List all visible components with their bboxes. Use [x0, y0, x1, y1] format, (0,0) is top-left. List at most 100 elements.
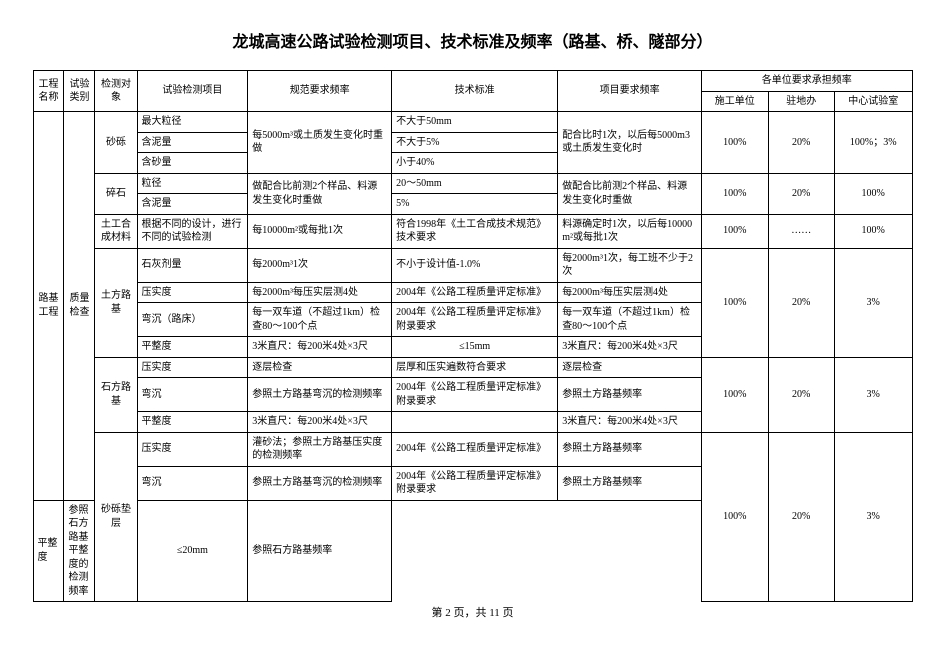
cell-req: 每一双车道（不超过1km）检查80～100个点 [558, 303, 702, 337]
object-sand-cushion: 砂砾垫层 [95, 432, 137, 602]
cell-item: 最大粒径 [137, 112, 248, 133]
cell-spec: 参照土方路基弯沉的检测频率 [248, 378, 392, 412]
cell-req: 做配合比前测2个样品、料源发生变化时重做 [558, 173, 702, 214]
cell-spec: 每10000m²或每批1次 [248, 214, 392, 248]
object-geo: 土工合成材料 [95, 214, 137, 248]
object-stone-sub: 石方路基 [95, 357, 137, 432]
table-row: 土方路基 石灰剂量 每2000m³1次 不小于设计值-1.0% 每2000m³1… [33, 248, 912, 282]
cell-std: 不大于5% [392, 132, 558, 153]
cell-req: 料源确定时1次，以后每10000m²或每批1次 [558, 214, 702, 248]
cell-u1: 100% [702, 112, 768, 174]
cell-req: 参照土方路基频率 [558, 466, 702, 500]
table-header: 工程名称 试验类别 检测对象 试验检测项目 规范要求频率 技术标准 项目要求频率… [33, 71, 912, 112]
cell-u2: 20% [768, 357, 834, 432]
page-title: 龙城高速公路试验检测项目、技术标准及频率（路基、桥、隧部分） [0, 28, 945, 52]
cell-item: 弯沉（路床） [137, 303, 248, 337]
cell-std: 2004年《公路工程质量评定标准》 [392, 432, 558, 466]
header-unit-c: 中心试验室 [834, 91, 912, 112]
cell-item: 含砂量 [137, 153, 248, 174]
table-row: 路基工程 质量检查 砂砾 最大粒径 每5000m³或土质发生变化时重做 不大于5… [33, 112, 912, 133]
cell-req: 每2000m³每压实层测4处 [558, 282, 702, 303]
cell-std: 20～50mm [392, 173, 558, 194]
cell-spec: 每2000m³每压实层测4处 [248, 282, 392, 303]
cell-spec: 逐层检查 [248, 357, 392, 378]
cell-item: 压实度 [137, 432, 248, 466]
cell-spec: 3米直尺：每200米4处×3尺 [248, 337, 392, 358]
cell-u3: 100% [834, 214, 912, 248]
table-row: 土工合成材料 根据不同的设计，进行不同的试验检测 每10000m²或每批1次 符… [33, 214, 912, 248]
category-name-cell: 质量检查 [64, 112, 95, 501]
cell-u2: 20% [768, 248, 834, 357]
cell-std: ≤15mm [392, 337, 558, 358]
cell-u2: 20% [768, 173, 834, 214]
header-item: 试验检测项目 [137, 71, 248, 112]
header-category: 试验类别 [64, 71, 95, 112]
object-sand: 砂砾 [95, 112, 137, 174]
cell-req: 配合比时1次，以后每5000m3或土质发生变化时 [558, 112, 702, 174]
cell-u3: 3% [834, 432, 912, 602]
cell-u3: 3% [834, 248, 912, 357]
header-tech-std: 技术标准 [392, 71, 558, 112]
cell-item: 弯沉 [137, 378, 248, 412]
cell-item: 压实度 [137, 357, 248, 378]
cell-spec: 每2000m³1次 [248, 248, 392, 282]
cell-std: 层厚和压实遍数符合要求 [392, 357, 558, 378]
cell-item: 压实度 [137, 282, 248, 303]
document-page: 龙城高速公路试验检测项目、技术标准及频率（路基、桥、隧部分） 工程名称 试验类别… [0, 0, 945, 668]
object-earth-sub: 土方路基 [95, 248, 137, 357]
cell-item: 石灰剂量 [137, 248, 248, 282]
cell-u3: 3% [834, 357, 912, 432]
cell-std: 2004年《公路工程质量评定标准》 [392, 282, 558, 303]
cell-std [392, 412, 558, 433]
cell-std: 2004年《公路工程质量评定标准》附录要求 [392, 378, 558, 412]
inspection-table: 工程名称 试验类别 检测对象 试验检测项目 规范要求频率 技术标准 项目要求频率… [33, 70, 913, 602]
header-req-freq: 项目要求频率 [558, 71, 702, 112]
header-unit-b: 驻地办 [768, 91, 834, 112]
cell-u1: 100% [702, 357, 768, 432]
cell-u3: 100%；3% [834, 112, 912, 174]
cell-req: 每2000m³1次，每工班不少于2次 [558, 248, 702, 282]
cell-std: ≤20mm [137, 500, 248, 602]
table-row: 砂砾垫层 压实度 灌砂法；参照土方路基压实度的检测频率 2004年《公路工程质量… [33, 432, 912, 466]
table-row: 石方路基 压实度 逐层检查 层厚和压实遍数符合要求 逐层检查 100% 20% … [33, 357, 912, 378]
cell-u1: 100% [702, 248, 768, 357]
cell-spec: 每5000m³或土质发生变化时重做 [248, 112, 392, 174]
project-name-cell: 路基工程 [33, 112, 64, 501]
cell-item: 弯沉 [137, 466, 248, 500]
cell-std: 符合1998年《土工合成技术规范》技术要求 [392, 214, 558, 248]
cell-std: 小于40% [392, 153, 558, 174]
cell-std: 不大于50mm [392, 112, 558, 133]
cell-item: 平整度 [137, 337, 248, 358]
cell-std: 2004年《公路工程质量评定标准》附录要求 [392, 303, 558, 337]
cell-u1: 100% [702, 214, 768, 248]
cell-u2: 20% [768, 112, 834, 174]
cell-item: 粒径 [137, 173, 248, 194]
cell-u2: …… [768, 214, 834, 248]
cell-std: 不小于设计值-1.0% [392, 248, 558, 282]
header-unit-group: 各单位要求承担频率 [702, 71, 912, 92]
cell-spec: 3米直尺：每200米4处×3尺 [248, 412, 392, 433]
cell-item: 含泥量 [137, 132, 248, 153]
cell-spec: 灌砂法；参照土方路基压实度的检测频率 [248, 432, 392, 466]
header-object: 检测对象 [95, 71, 137, 112]
table-row: 碎石 粒径 做配合比前测2个样品、料源发生变化时重做 20～50mm 做配合比前… [33, 173, 912, 194]
cell-item: 平整度 [33, 500, 64, 602]
cell-item: 含泥量 [137, 194, 248, 215]
cell-req: 参照石方路基频率 [248, 500, 392, 602]
cell-req: 逐层检查 [558, 357, 702, 378]
cell-req: 参照土方路基频率 [558, 432, 702, 466]
page-footer: 第 2 页，共 11 页 [0, 604, 945, 620]
cell-spec: 参照石方路基平整度的检测频率 [64, 500, 95, 602]
cell-std: 2004年《公路工程质量评定标准》附录要求 [392, 466, 558, 500]
cell-u1: 100% [702, 173, 768, 214]
cell-u2: 20% [768, 432, 834, 602]
cell-u3: 100% [834, 173, 912, 214]
object-gravel: 碎石 [95, 173, 137, 214]
cell-req: 3米直尺：每200米4处×3尺 [558, 412, 702, 433]
header-project: 工程名称 [33, 71, 64, 112]
cell-spec: 每一双车道（不超过1km）检查80～100个点 [248, 303, 392, 337]
cell-spec: 做配合比前测2个样品、料源发生变化时重做 [248, 173, 392, 214]
cell-std: 5% [392, 194, 558, 215]
table-body: 路基工程 质量检查 砂砾 最大粒径 每5000m³或土质发生变化时重做 不大于5… [33, 112, 912, 602]
cell-req: 参照土方路基频率 [558, 378, 702, 412]
